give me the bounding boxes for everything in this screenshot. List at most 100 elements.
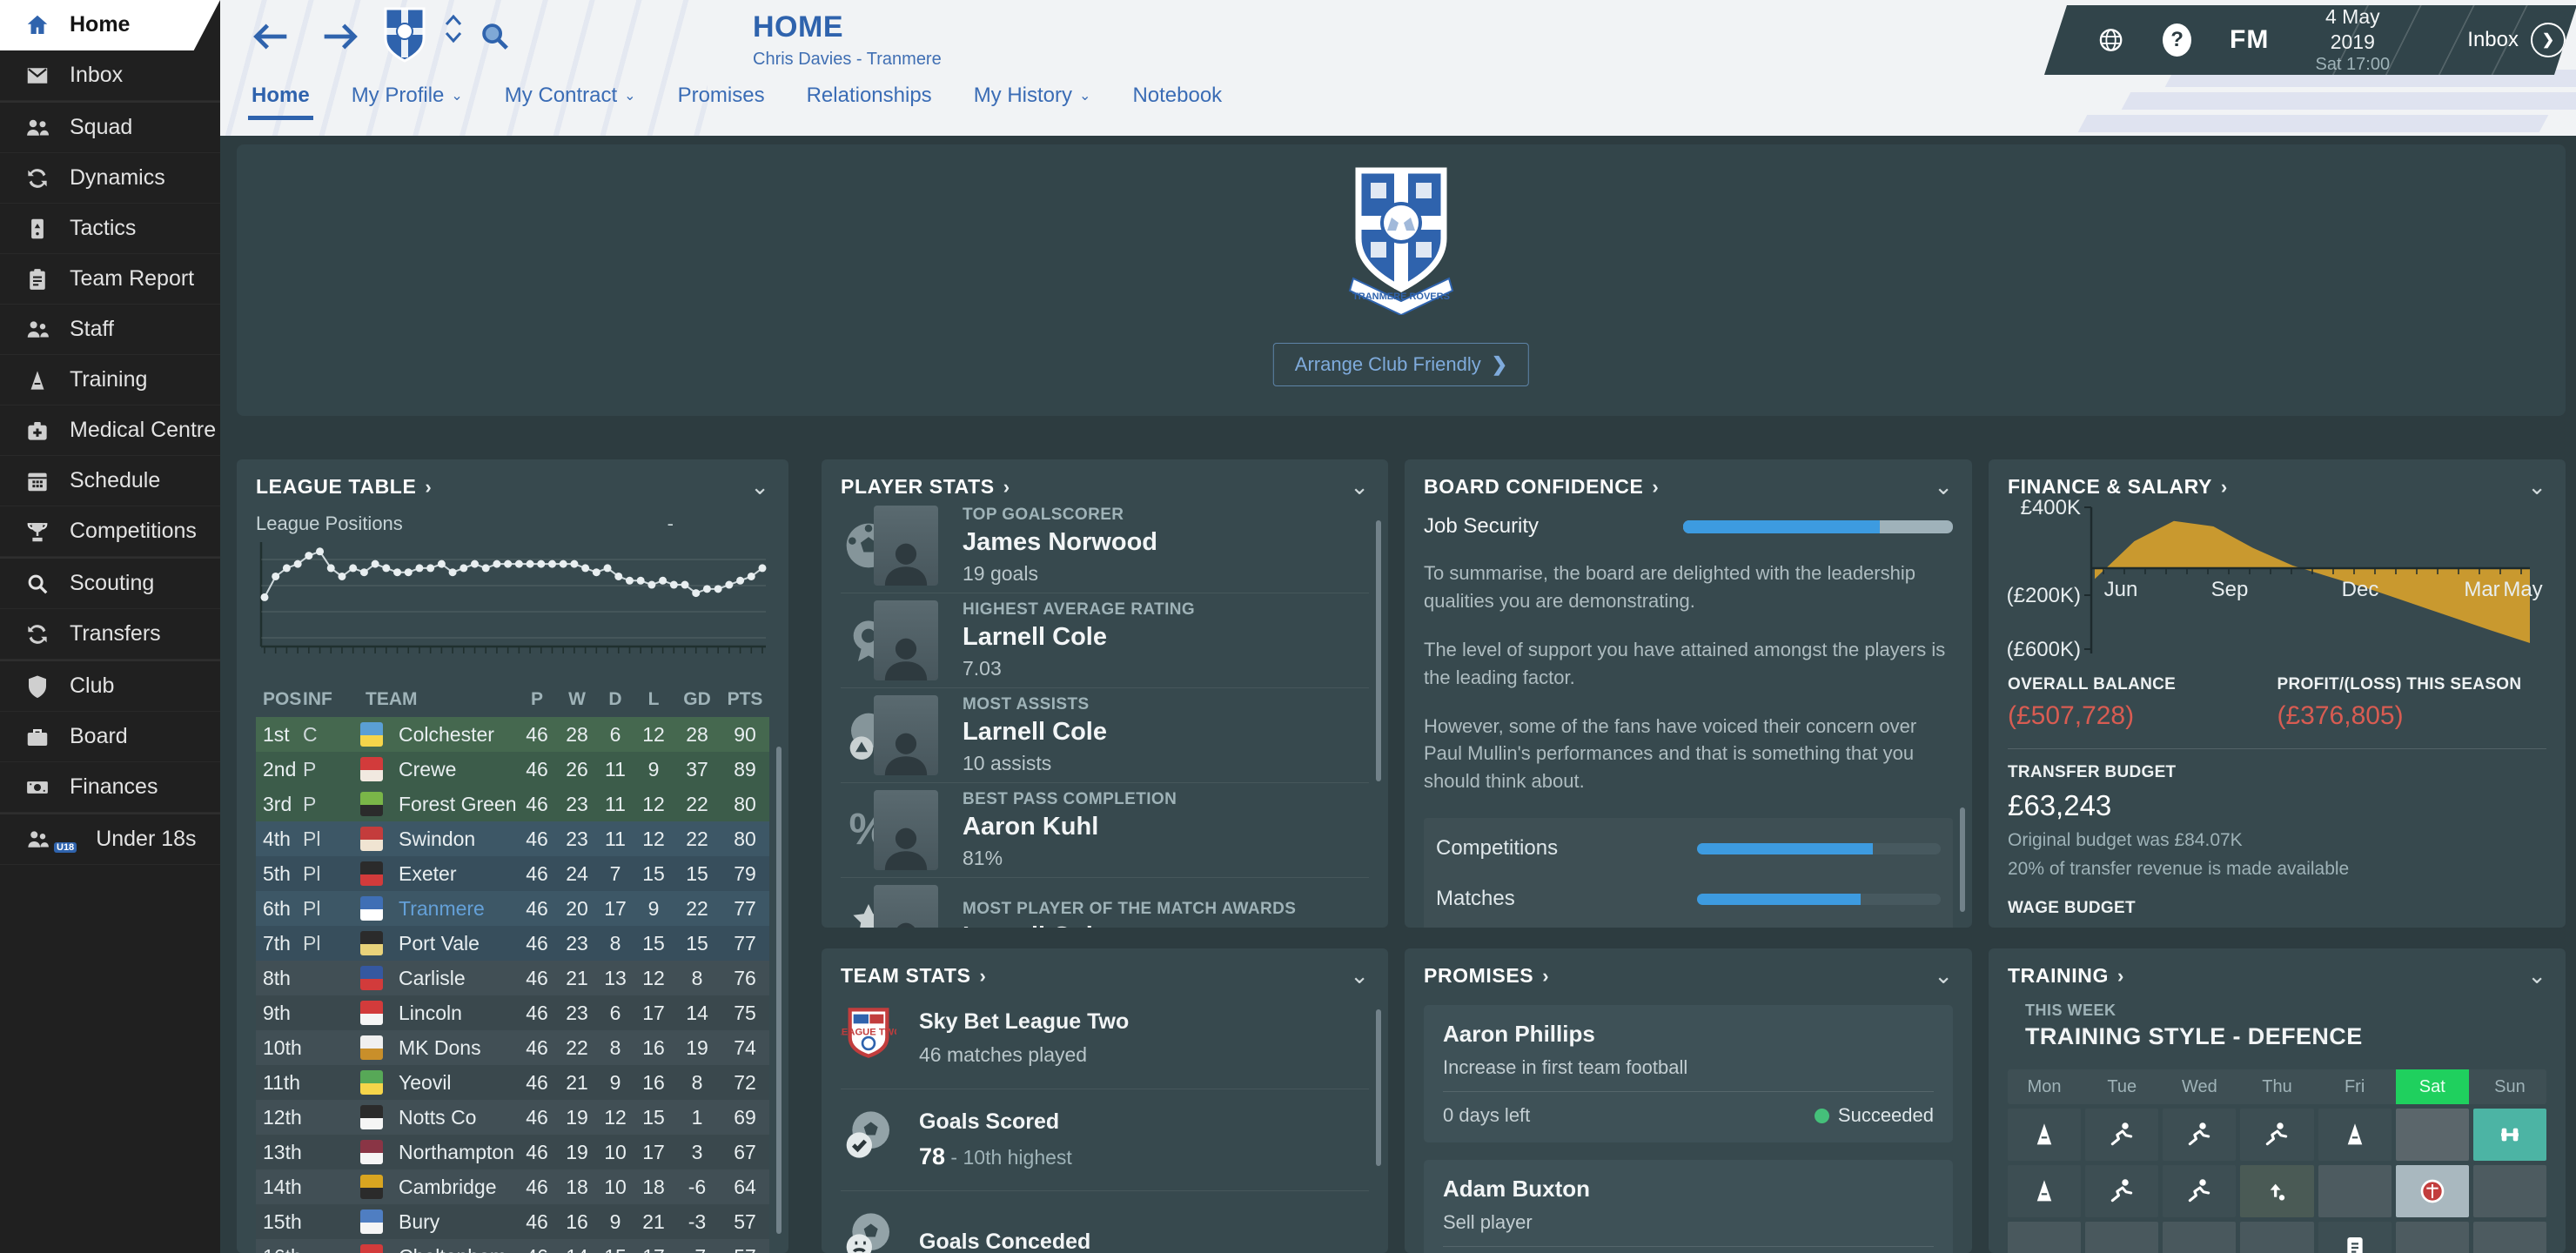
globe-icon[interactable]	[2097, 24, 2124, 56]
league-row-colchester[interactable]: 1st C Colchester 46 28 6 12 28 90	[256, 717, 769, 752]
league-row-cambridge[interactable]: 14th Cambridge 46 18 10 18 -6 64	[256, 1169, 769, 1204]
tab-promises[interactable]: Promises	[678, 84, 765, 120]
collapse-panel-icon[interactable]: ⌄	[1350, 472, 1369, 499]
sidebar-item-transfers[interactable]: Transfers	[0, 609, 220, 660]
training-cell-mon-r1-cone[interactable]	[2008, 1109, 2082, 1161]
tab-my-contract[interactable]: My Contract ⌄	[505, 84, 636, 120]
league-row-tranmere[interactable]: 6th Pl Tranmere 46 20 17 9 22 77	[256, 891, 769, 926]
training-cell-wed-r1-runner[interactable]	[2163, 1109, 2237, 1161]
training-cell-mon-r3[interactable]	[2008, 1222, 2082, 1253]
league-row-swindon[interactable]: 4th Pl Swindon 46 23 11 12 22 80	[256, 821, 769, 856]
league-row-lincoln[interactable]: 9th Lincoln 46 23 6 17 14 75	[256, 995, 769, 1030]
team-stat-goals-scored[interactable]: Goals Scored 78 - 10th highest	[841, 1089, 1369, 1191]
league-row-carlisle[interactable]: 8th Carlisle 46 21 13 12 8 76	[256, 961, 769, 995]
training-cell-wed-r3[interactable]	[2163, 1222, 2237, 1253]
league-row-northampton[interactable]: 13th Northampton 46 19 10 17 3 67	[256, 1135, 769, 1169]
league-row-exeter[interactable]: 5th Pl Exeter 46 24 7 15 15 79	[256, 856, 769, 891]
screen-scroll-chevrons[interactable]	[445, 14, 462, 44]
collapse-panel-icon[interactable]: ⌄	[1350, 962, 1369, 988]
training-cell-fri-r3-document[interactable]	[2318, 1222, 2392, 1253]
help-icon[interactable]: ?	[2163, 23, 2191, 57]
training-cell-tue-r3[interactable]	[2085, 1222, 2159, 1253]
training-cell-sun-r1-dumbbell[interactable]	[2472, 1109, 2546, 1161]
sidebar-item-medical-centre[interactable]: Medical Centre	[0, 405, 220, 456]
player-photo	[874, 695, 938, 775]
collapse-panel-icon[interactable]: ⌄	[2527, 962, 2546, 988]
sidebar-item-staff[interactable]: Staff	[0, 305, 220, 355]
continue-inbox-button[interactable]: Inbox ❯	[2467, 23, 2566, 57]
team-name: Colchester	[399, 722, 494, 746]
sidebar-item-under-18s[interactable]: U18 Under 18s	[0, 813, 220, 865]
training-title[interactable]: TRAINING	[2008, 964, 2109, 987]
league-row-forest-green[interactable]: 3rd P Forest Green 46 23 11 12 22 80	[256, 787, 769, 821]
league-row-bury[interactable]: 15th Bury 46 16 9 21 -3 57	[256, 1204, 769, 1239]
player-stats-title[interactable]: PLAYER STATS	[841, 475, 995, 498]
training-cell-fri-r1-cone[interactable]	[2318, 1109, 2392, 1161]
training-cell-sat-r2-match[interactable]	[2395, 1165, 2469, 1217]
sidebar-item-home[interactable]: Home	[0, 0, 220, 50]
training-cell-fri-r2[interactable]	[2318, 1165, 2392, 1217]
training-cell-mon-r2-cone[interactable]	[2008, 1165, 2082, 1217]
league-table-scrollbar[interactable]	[776, 747, 782, 1234]
collapse-panel-icon[interactable]: ⌄	[2527, 472, 2546, 499]
team-stats-title[interactable]: TEAM STATS	[841, 964, 971, 987]
board-confidence-scrollbar[interactable]	[1960, 807, 1965, 912]
team-stat-goals-conceded[interactable]: Goals Conceded	[841, 1191, 1369, 1253]
team-stats-scrollbar[interactable]	[1376, 1009, 1381, 1166]
league-row-notts-co[interactable]: 12th Notts Co 46 19 12 15 1 69	[256, 1100, 769, 1135]
board-confidence-title[interactable]: BOARD CONFIDENCE	[1424, 475, 1644, 498]
training-cell-sun-r3[interactable]	[2472, 1222, 2546, 1253]
training-cell-sun-r2[interactable]	[2472, 1165, 2546, 1217]
player-stats-scrollbar[interactable]	[1376, 520, 1381, 781]
league-row-port-vale[interactable]: 7th Pl Port Vale 46 23 8 15 15 77	[256, 926, 769, 961]
training-cell-tue-r1-runner[interactable]	[2085, 1109, 2159, 1161]
promises-title[interactable]: PROMISES	[1424, 964, 1534, 987]
arrange-club-friendly-button[interactable]: Arrange Club Friendly ❯	[1272, 343, 1530, 386]
collapse-panel-icon[interactable]: ⌄	[750, 472, 769, 499]
training-cell-wed-r2-runner[interactable]	[2163, 1165, 2237, 1217]
club-badge-small[interactable]	[382, 7, 427, 67]
training-cell-thu-r2-setpiece[interactable]	[2240, 1165, 2314, 1217]
training-cell-tue-r2-runner[interactable]	[2085, 1165, 2159, 1217]
player-stat-most-player-of-the-match-awards[interactable]: MOST PLAYER OF THE MATCH AWARDS Larnell C…	[841, 878, 1369, 928]
sidebar-item-club[interactable]: Club	[0, 660, 220, 712]
promise-card-aaron-phillips[interactable]: Aaron Phillips Increase in first team foo…	[1424, 1005, 1953, 1142]
sidebar-item-squad[interactable]: Squad	[0, 101, 220, 153]
sidebar-item-scouting[interactable]: Scouting	[0, 557, 220, 609]
forward-button[interactable]	[321, 17, 359, 60]
team-stat-sky-bet-league-two[interactable]: LEAGUE TWO Sky Bet League Two 46 matches p…	[835, 988, 1369, 1089]
sidebar-item-finances[interactable]: Finances	[0, 762, 220, 813]
player-stat-best-pass-completion[interactable]: % BEST PASS COMPLETION Aaron Kuhl 81%	[841, 783, 1369, 878]
league-table-title[interactable]: LEAGUE TABLE	[256, 475, 417, 498]
tab-home[interactable]: Home	[248, 84, 313, 120]
player-stat-most-assists[interactable]: MOST ASSISTS Larnell Cole 10 assists	[841, 688, 1369, 783]
collapse-panel-icon[interactable]: ⌄	[1934, 962, 1953, 988]
player-stat-highest-average-rating[interactable]: HIGHEST AVERAGE RATING Larnell Cole 7.03	[841, 593, 1369, 688]
search-button[interactable]	[478, 19, 511, 57]
collapse-panel-icon[interactable]: ⌄	[1934, 472, 1953, 499]
sidebar-item-dynamics[interactable]: Dynamics	[0, 153, 220, 204]
training-cell-sat-r3[interactable]	[2395, 1222, 2469, 1253]
sidebar-item-schedule[interactable]: Schedule	[0, 456, 220, 506]
training-cell-thu-r1-runner[interactable]	[2240, 1109, 2314, 1161]
tab-relationships[interactable]: Relationships	[807, 84, 932, 120]
league-row-crewe[interactable]: 2nd P Crewe 46 26 11 9 37 89	[256, 752, 769, 787]
player-stat-top-goalscorer[interactable]: TOP GOALSCORER James Norwood 19 goals	[841, 499, 1369, 593]
sidebar-item-team-report[interactable]: Team Report	[0, 254, 220, 305]
training-cell-thu-r3[interactable]	[2240, 1222, 2314, 1253]
training-cell-sat-r1[interactable]	[2395, 1109, 2469, 1161]
finance-salary-title[interactable]: FINANCE & SALARY	[2008, 475, 2212, 498]
tab-my-history[interactable]: My History ⌄	[974, 84, 1091, 120]
sidebar-item-competitions[interactable]: Competitions	[0, 506, 220, 557]
sidebar-item-inbox[interactable]: Inbox	[0, 50, 220, 101]
sidebar-item-board[interactable]: Board	[0, 712, 220, 762]
league-row-yeovil[interactable]: 11th Yeovil 46 21 9 16 8 72	[256, 1065, 769, 1100]
tab-notebook[interactable]: Notebook	[1132, 84, 1222, 120]
league-row-mk-dons[interactable]: 10th MK Dons 46 22 8 16 19 74	[256, 1030, 769, 1065]
back-button[interactable]	[252, 17, 290, 60]
tab-my-profile[interactable]: My Profile ⌄	[352, 84, 463, 120]
league-row-cheltenham[interactable]: 16th Cheltenham46141517-757	[256, 1239, 769, 1253]
sidebar-item-tactics[interactable]: Tactics	[0, 204, 220, 254]
sidebar-item-training[interactable]: Training	[0, 355, 220, 405]
